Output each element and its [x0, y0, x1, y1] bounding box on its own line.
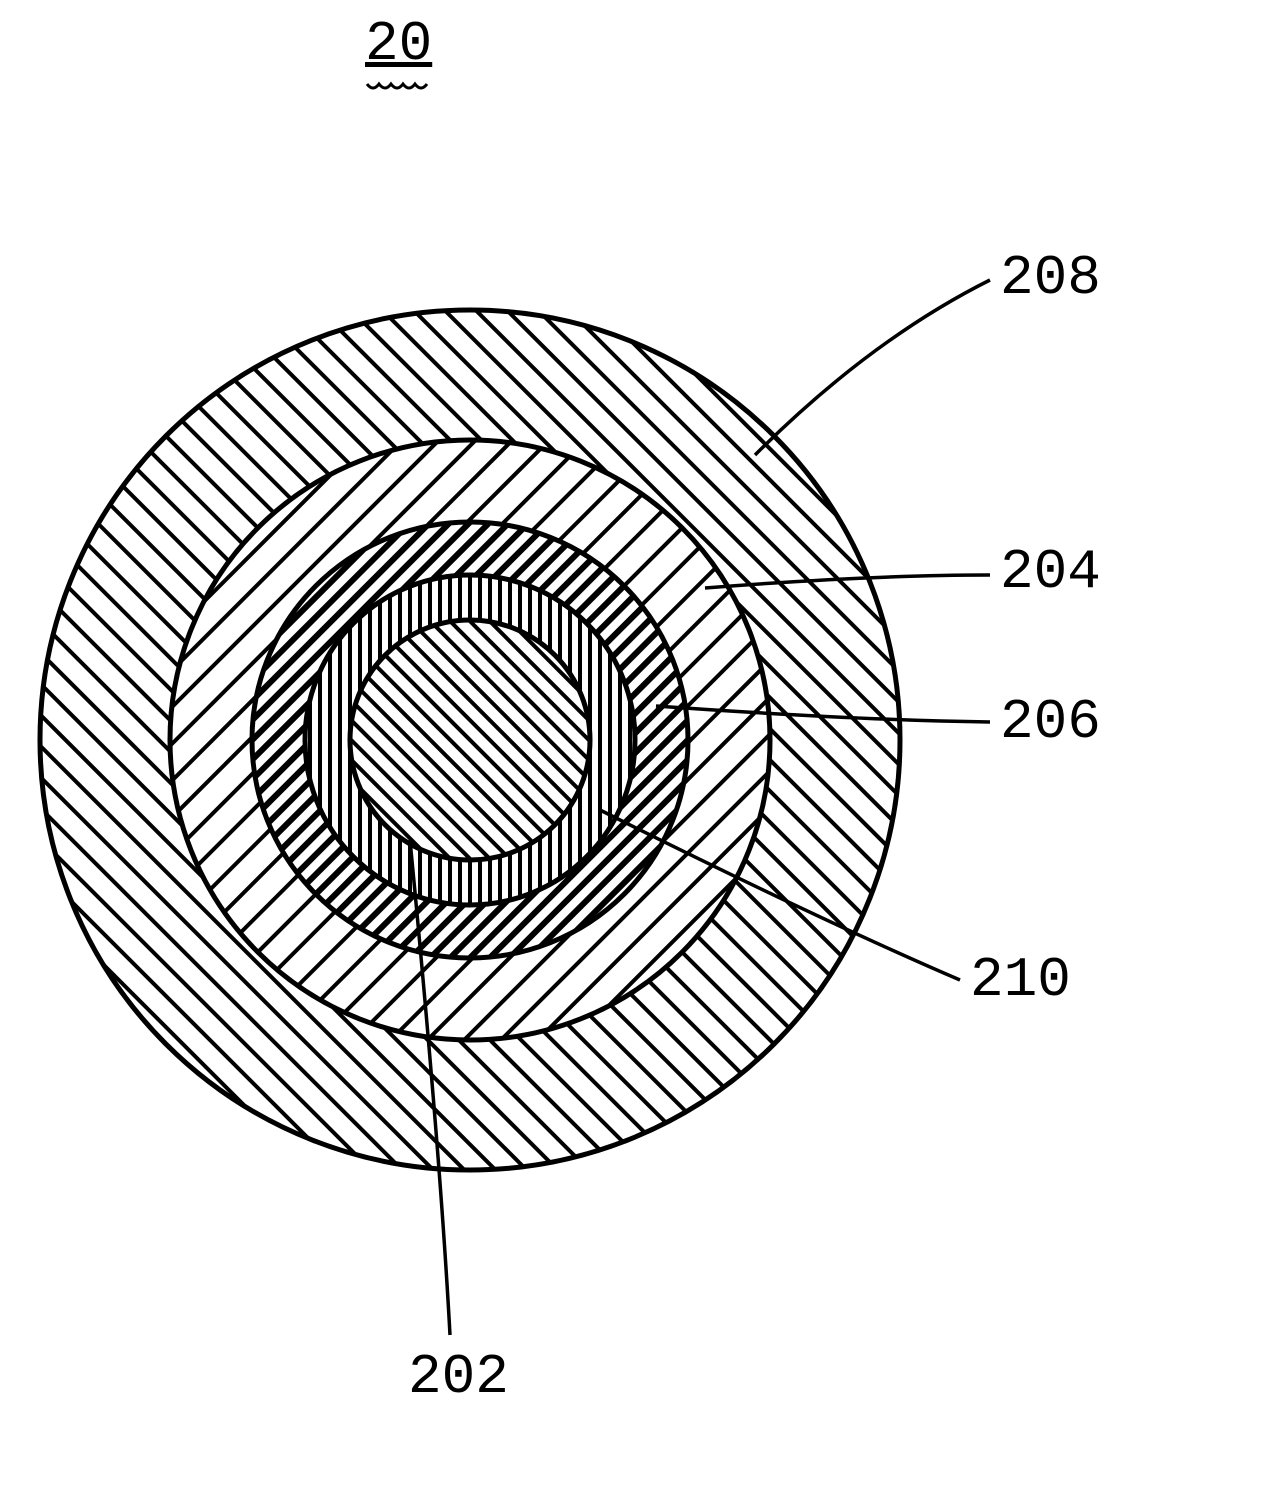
label-204: 204	[1000, 540, 1101, 604]
label-202: 202	[408, 1345, 509, 1409]
diagram-container: 20 208 204 206 210 202	[0, 0, 1264, 1490]
label-206: 206	[1000, 690, 1101, 754]
label-208: 208	[1000, 246, 1101, 310]
label-210: 210	[970, 948, 1071, 1012]
